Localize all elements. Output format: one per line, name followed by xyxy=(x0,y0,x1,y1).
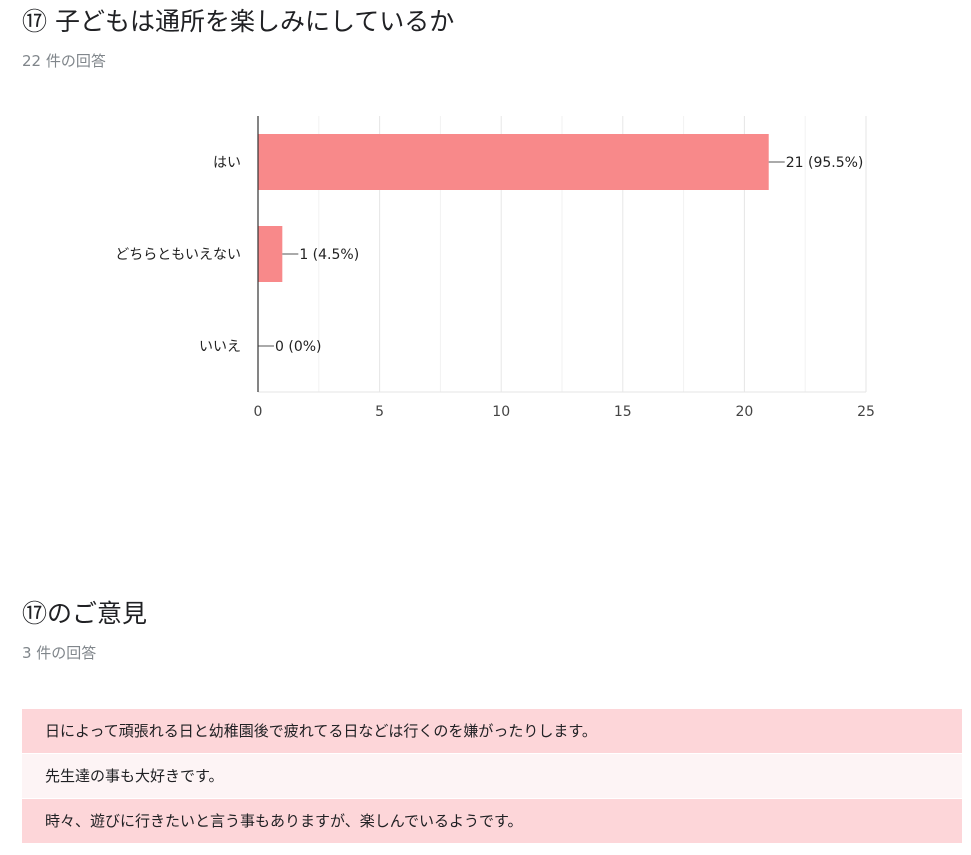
opinion-title: ⑰のご意見 xyxy=(22,599,148,628)
data-label: 0 (0%) xyxy=(275,339,322,355)
response-count: 22 件の回答 xyxy=(22,52,106,70)
category-label: はい xyxy=(213,155,241,171)
x-tick-label: 15 xyxy=(614,404,632,420)
category-label: どちらともいえない xyxy=(115,247,241,263)
x-tick-label: 5 xyxy=(375,404,384,420)
x-tick-label: 25 xyxy=(857,404,875,420)
response-item: 日によって頑張れる日と幼稚園後で疲れてる日などは行くのを嫌がったりします。 xyxy=(22,709,962,753)
bar xyxy=(258,226,283,282)
response-list: 日によって頑張れる日と幼稚園後で疲れてる日などは行くのを嫌がったりします。 先生… xyxy=(22,709,962,844)
x-tick-label: 10 xyxy=(492,404,510,420)
bar-chart: 0 5 10 15 20 25 はい 21 (95.5%) どちらともいえない 1 (4.5%) い… xyxy=(115,116,875,420)
question-title: ⑰ 子どもは通所を楽しみにしているか xyxy=(22,7,455,36)
x-tick-label: 20 xyxy=(735,404,753,420)
x-tick-label: 0 xyxy=(254,404,263,420)
category-label: いいえ xyxy=(199,339,241,355)
data-label: 1 (4.5%) xyxy=(299,247,359,263)
response-item: 先生達の事も大好きです。 xyxy=(22,754,962,798)
opinion-response-count: 3 件の回答 xyxy=(22,644,97,662)
bar xyxy=(258,134,769,190)
data-label: 21 (95.5%) xyxy=(786,155,864,171)
response-item: 時々、遊びに行きたいと言う事もありますが、楽しんでいるようです。 xyxy=(22,799,962,843)
